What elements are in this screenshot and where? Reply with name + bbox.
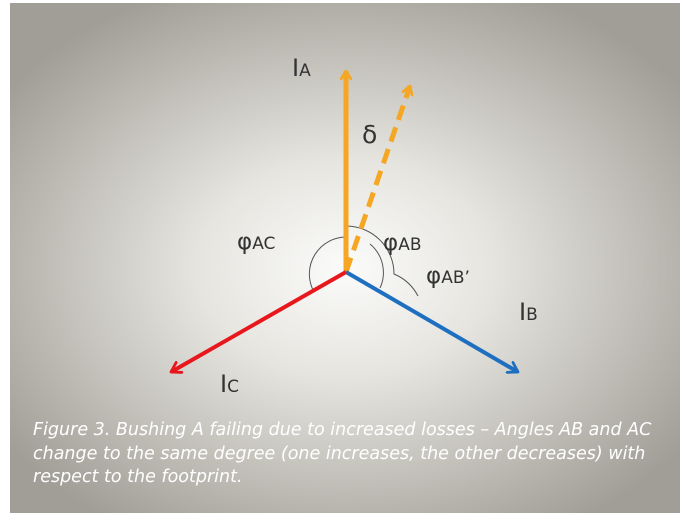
phasor-ib (344, 270, 518, 372)
phasor-ic (171, 270, 347, 372)
label-ic: IC (220, 370, 239, 398)
label-ib: IB (519, 298, 538, 326)
label-phi-ab-prime: φAB’ (426, 263, 470, 289)
label-ia: IA (292, 54, 311, 82)
angle-arc-ab (369, 243, 384, 289)
phasor-ia-shifted (343, 86, 410, 273)
label-phi-ac: φAC (237, 229, 275, 255)
label-phi-ab: φAB (383, 230, 421, 256)
angle-arc-ac (308, 236, 347, 291)
figure-caption: Figure 3. Bushing A failing due to incre… (33, 420, 652, 487)
label-delta: δ (362, 120, 377, 149)
